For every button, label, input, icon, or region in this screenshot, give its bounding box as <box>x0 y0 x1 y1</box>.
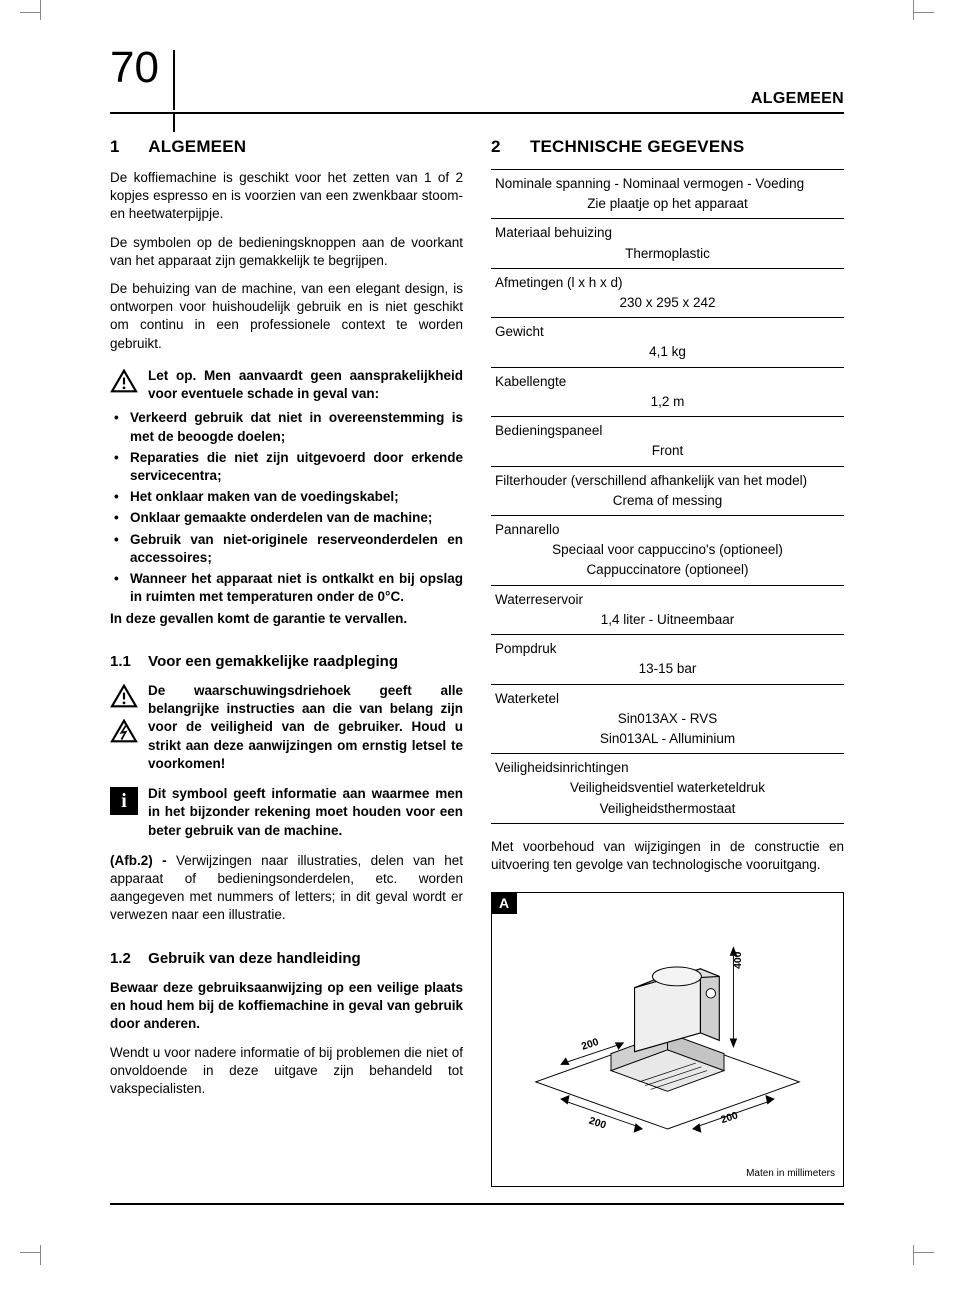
section-1-para-3: De behuizing van de machine, van een ele… <box>110 280 463 353</box>
warning-triangle-icon <box>110 369 138 398</box>
tech-row-value: 13-15 bar <box>495 660 840 678</box>
tech-row-label: Pompdruk <box>495 640 840 658</box>
warning-block: Let op. Men aanvaardt geen aansprakelijk… <box>110 367 463 628</box>
section-1-2-para-2: Wendt u voor nadere informatie of bij pr… <box>110 1044 463 1099</box>
tech-row-label: Waterketel <box>495 690 840 708</box>
page-header-title: ALGEMEEN <box>751 88 844 110</box>
tech-row-value: 4,1 kg <box>495 343 840 361</box>
tech-row: Nominale spanning - Nominaal vermogen - … <box>491 170 844 219</box>
tech-row: Veiligheidsinrichtingen Veiligheidsventie… <box>491 754 844 824</box>
section-1-2-para-1: Bewaar deze gebruiksaanwijzing op een ve… <box>110 979 463 1034</box>
afb-label: (Afb.2) - <box>110 853 167 868</box>
tech-row-label: Afmetingen (l x h x d) <box>495 274 840 292</box>
tech-row: Materiaal behuizing Thermoplastic <box>491 219 844 268</box>
tech-row-value: Crema of messing <box>495 492 840 510</box>
tech-row-value: Speciaal voor cappuccino's (optioneel) <box>495 541 840 559</box>
warning-lead-text: Let op. Men aanvaardt geen aansprakelijk… <box>148 367 463 403</box>
tech-row-value-2: Veiligheidsthermostaat <box>495 800 840 818</box>
section-1-heading: 1 ALGEMEEN <box>110 136 463 159</box>
tech-row-value: 1,4 liter - Uitneembaar <box>495 611 840 629</box>
tech-specs-table: Nominale spanning - Nominaal vermogen - … <box>491 169 844 824</box>
tech-row-label: Kabellengte <box>495 373 840 391</box>
warning-list-item: Verkeerd gebruik dat niet in overeenstem… <box>110 409 463 445</box>
tech-row: Bedieningspaneel Front <box>491 417 844 466</box>
info-symbol-text: Dit symbool geeft informatie aan waarmee… <box>148 785 463 840</box>
afb-reference-para: (Afb.2) - Verwijzingen naar illustraties… <box>110 852 463 925</box>
tech-row-value: Zie plaatje op het apparaat <box>495 195 840 213</box>
tech-row-value-2: Sin013AL - Alluminium <box>495 730 840 748</box>
tech-row-label: Veiligheidsinrichtingen <box>495 759 840 777</box>
dim-bl-200: 200 <box>587 1116 607 1132</box>
columns: 1 ALGEMEEN De koffiemachine is geschikt … <box>110 136 844 1187</box>
diagram-box: A <box>491 892 844 1187</box>
warning-list-item: Wanneer het apparaat niet is ontkalkt en… <box>110 570 463 606</box>
tech-row-value: Thermoplastic <box>495 245 840 263</box>
tech-row-label: Pannarello <box>495 521 840 539</box>
crop-marks-bottom <box>0 1225 954 1265</box>
section-1-1-title: Voor een gemakkelijke raadpleging <box>148 653 398 670</box>
section-1-1-heading: 1.1 Voor een gemakkelijke raadpleging <box>110 652 463 672</box>
tech-row-value: Front <box>495 442 840 460</box>
section-2-heading: 2 TECHNISCHE GEGEVENS <box>491 136 844 159</box>
dim-400: 400 <box>733 952 744 970</box>
tech-row-label: Materiaal behuizing <box>495 224 840 242</box>
column-left: 1 ALGEMEEN De koffiemachine is geschikt … <box>110 136 463 1187</box>
warning-list: Verkeerd gebruik dat niet in overeenstem… <box>110 409 463 606</box>
tech-row: Pannarello Speciaal voor cappuccino's (op… <box>491 516 844 586</box>
tech-row-label: Gewicht <box>495 323 840 341</box>
tech-row-value: Sin013AX - RVS <box>495 710 840 728</box>
column-right: 2 TECHNISCHE GEGEVENS Nominale spanning … <box>491 136 844 1187</box>
section-2-number: 2 <box>491 136 525 159</box>
warning-list-item: Het onklaar maken van de voedingskabel; <box>110 488 463 506</box>
warning-after: In deze gevallen komt de garantie te ver… <box>110 610 463 628</box>
page-number: 70 <box>110 46 159 90</box>
electric-triangle-icon <box>110 719 138 748</box>
dim-left-200: 200 <box>580 1037 600 1053</box>
section-1-2-heading: 1.2 Gebruik van deze handleiding <box>110 949 463 969</box>
warning-list-item: Reparaties die niet zijn uitgevoerd door… <box>110 449 463 485</box>
section-1-title: ALGEMEEN <box>148 137 246 156</box>
info-symbol-block: i Dit symbool geeft informatie aan waarm… <box>110 785 463 840</box>
clearance-diagram-svg: 400 200 200 200 <box>498 899 837 1180</box>
info-square-icon: i <box>110 787 138 815</box>
tech-disclaimer: Met voorbehoud van wijzigingen in de con… <box>491 838 844 874</box>
tech-row-value: Veiligheidsventiel waterketeldruk <box>495 779 840 797</box>
triangle-info-block: De waarschuwingsdriehoek geeft alle bela… <box>110 682 463 773</box>
section-2-title: TECHNISCHE GEGEVENS <box>530 137 744 156</box>
tech-row: Filterhouder (verschillend afhankelijk v… <box>491 467 844 516</box>
tech-row-value-2: Cappuccinatore (optioneel) <box>495 561 840 579</box>
page-number-box: 70 <box>110 50 175 110</box>
tech-row-label: Filterhouder (verschillend afhankelijk v… <box>495 472 840 490</box>
section-1-2-title: Gebruik van deze handleiding <box>148 950 361 967</box>
section-1-1-number: 1.1 <box>110 652 144 672</box>
section-1-number: 1 <box>110 136 144 159</box>
tech-row-label: Bedieningspaneel <box>495 422 840 440</box>
diagram-caption: Maten in millimeters <box>746 1167 835 1181</box>
warning-triangle-icon <box>110 684 138 713</box>
tech-row-label: Nominale spanning - Nominaal vermogen - … <box>495 175 840 193</box>
warning-list-item: Gebruik van niet-originele reserveonderd… <box>110 531 463 567</box>
section-1-2-number: 1.2 <box>110 949 144 969</box>
diagram-tag: A <box>491 892 517 914</box>
crop-marks-top <box>0 0 954 40</box>
tech-row: Gewicht 4,1 kg <box>491 318 844 367</box>
tech-row: Waterketel Sin013AX - RVS Sin013AL - Allum… <box>491 685 844 755</box>
tech-row-value: 230 x 295 x 242 <box>495 294 840 312</box>
tech-row-label: Waterreservoir <box>495 591 840 609</box>
triangle-info-text: De waarschuwingsdriehoek geeft alle bela… <box>148 682 463 773</box>
page: 70 ALGEMEEN 1 ALGEMEEN De koffiemachine … <box>0 0 954 1265</box>
bottom-rule <box>110 1203 844 1205</box>
page-header: 70 ALGEMEEN <box>110 50 844 114</box>
section-1-para-1: De koffiemachine is geschikt voor het ze… <box>110 169 463 224</box>
warning-list-item: Onklaar gemaakte onderdelen van de machi… <box>110 509 463 527</box>
tech-row: Kabellengte 1,2 m <box>491 368 844 417</box>
section-1-para-2: De symbolen op de bedieningsknoppen aan … <box>110 234 463 270</box>
tech-row: Pompdruk 13-15 bar <box>491 635 844 684</box>
tech-row-value: 1,2 m <box>495 393 840 411</box>
tech-row: Waterreservoir 1,4 liter - Uitneembaar <box>491 586 844 635</box>
dim-br-200: 200 <box>720 1111 740 1127</box>
warning-lead: Let op. Men aanvaardt geen aansprakelijk… <box>110 367 463 403</box>
tech-row: Afmetingen (l x h x d) 230 x 295 x 242 <box>491 269 844 318</box>
